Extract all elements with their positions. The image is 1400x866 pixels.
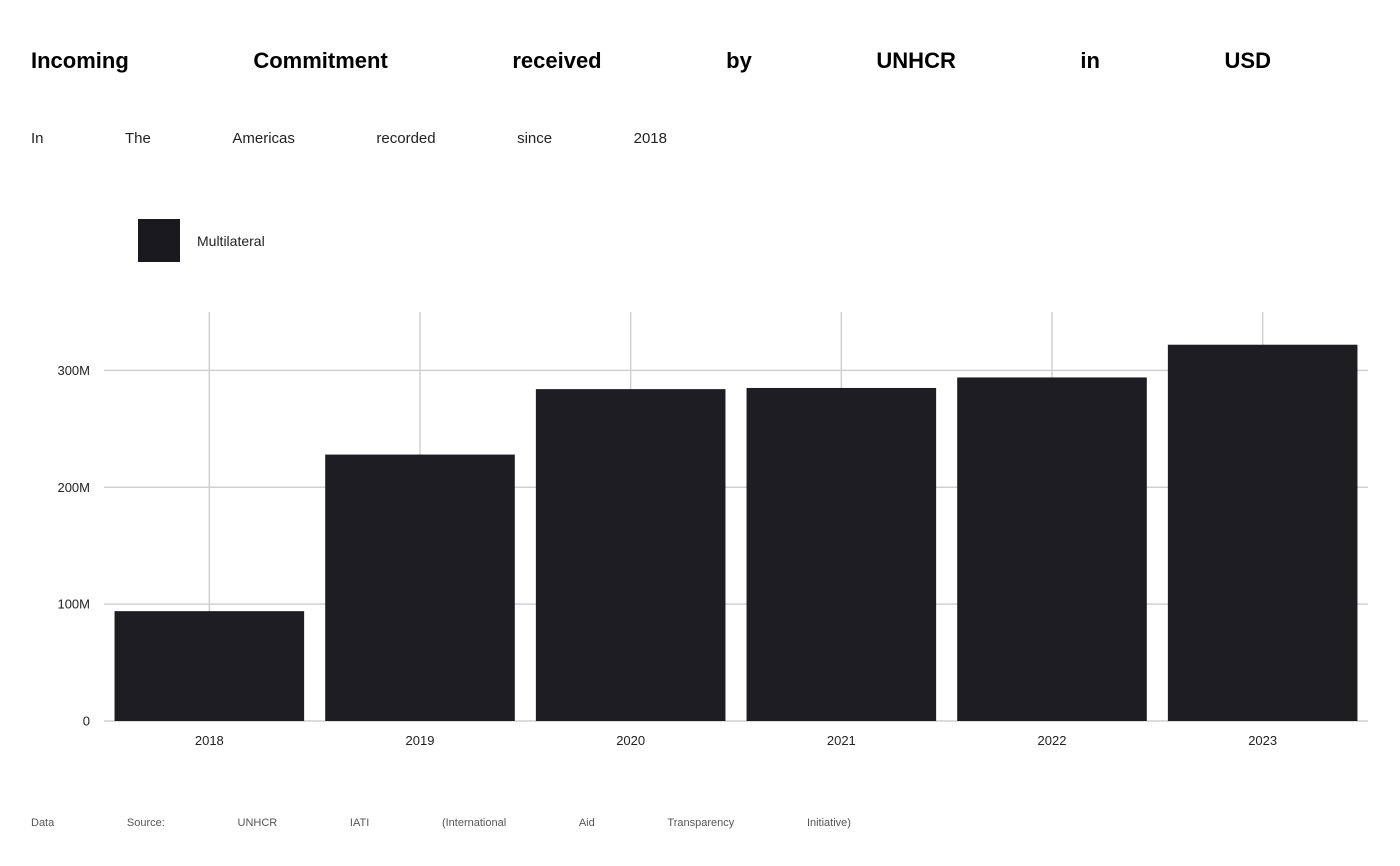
caption-word: Source:: [126, 817, 165, 829]
caption-word: Initiative): [806, 817, 851, 829]
caption-word: UNHCR: [237, 817, 278, 829]
bar-2019: [325, 454, 515, 721]
y-tick-label: 300M: [57, 363, 90, 378]
subtitle-word: recorded: [376, 130, 436, 147]
bar-2021: [746, 387, 937, 721]
subtitle-word: since: [517, 130, 553, 147]
caption-word: Data: [31, 817, 55, 829]
title-word: in: [1080, 48, 1100, 73]
caption-word: Aid: [578, 817, 595, 829]
title-word: received: [512, 48, 602, 73]
legend-swatch-multilateral: [138, 219, 180, 262]
x-tick-label: 2018: [195, 733, 224, 748]
title-word: Commitment: [253, 48, 388, 73]
bar-2020: [535, 389, 726, 721]
y-tick-label: 200M: [57, 480, 90, 495]
legend-label-multilateral: Multilateral: [197, 232, 265, 249]
legend: Multilateral: [138, 219, 265, 262]
chart-subtitle: In The Americas recorded since 2018: [31, 130, 667, 147]
subtitle-word: In: [31, 130, 44, 147]
x-tick-label: 2023: [1248, 733, 1277, 748]
x-tick-label: 2019: [406, 733, 435, 748]
title-word: by: [726, 48, 752, 73]
title-word: UNHCR: [876, 48, 956, 73]
title-word: Incoming: [31, 48, 129, 73]
x-tick-label: 2020: [616, 733, 645, 748]
bar-2018: [114, 611, 305, 721]
bar-2022: [957, 377, 1147, 721]
y-tick-label: 100M: [57, 597, 90, 612]
bar-chart: 0 100M 200M 300M 2018 2019 2020 2021 2022 2023: [57, 312, 1368, 748]
title-word: USD: [1224, 48, 1271, 73]
subtitle-word: 2018: [633, 130, 667, 147]
caption-word: IATI: [349, 817, 370, 829]
subtitle-word: The: [125, 130, 151, 147]
chart-title: Incoming Commitment received by UNHCR in…: [31, 48, 1271, 74]
x-tick-label: 2022: [1038, 733, 1067, 748]
x-tick-label: 2021: [827, 733, 856, 748]
caption-word: (International: [441, 817, 507, 829]
bar-2023: [1167, 344, 1358, 721]
subtitle-word: Americas: [232, 130, 295, 147]
y-tick-label: 0: [83, 714, 90, 729]
caption-word: Transparency: [667, 817, 735, 829]
data-source-caption: Data Source: UNHCR IATI (International A…: [31, 817, 851, 829]
